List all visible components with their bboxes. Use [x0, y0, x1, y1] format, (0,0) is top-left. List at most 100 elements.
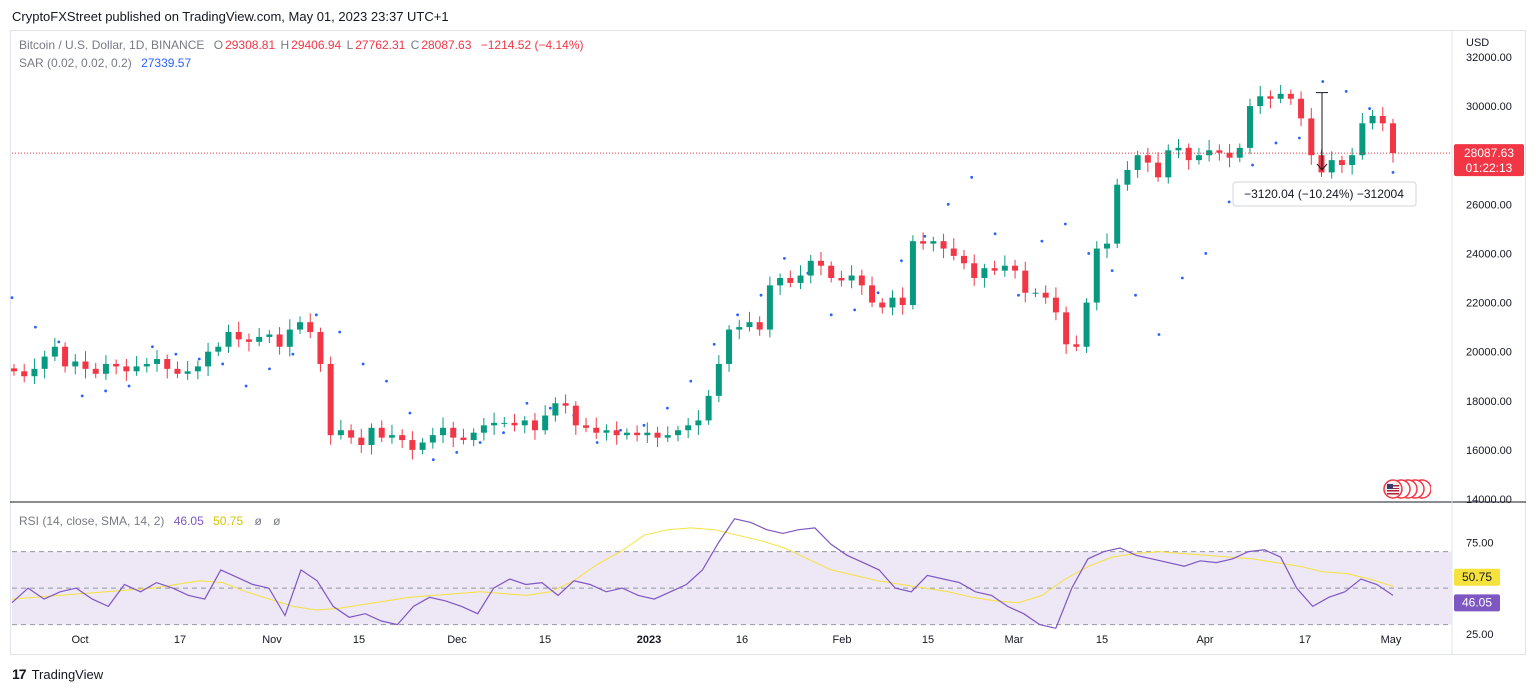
rsi-ma-badge-value: 50.75 [1462, 570, 1492, 584]
sar-dot [1274, 141, 1278, 145]
candle-body [1124, 169, 1131, 185]
price-tick-label: 16000.00 [1466, 445, 1512, 457]
sar-dot [1204, 252, 1208, 255]
candle-body [419, 442, 426, 450]
candle [766, 276, 773, 338]
candle [1338, 155, 1345, 173]
sar-dot [1087, 252, 1091, 255]
candle-body [634, 432, 641, 436]
candle-body [1328, 160, 1335, 173]
candle [1328, 151, 1335, 179]
us-flag-events-icon[interactable] [1381, 478, 1431, 500]
candle-body [1155, 162, 1162, 178]
candle-body [256, 336, 263, 342]
candle-body [164, 359, 171, 369]
rsi-line [11, 518, 1394, 630]
candle-body [899, 297, 906, 306]
candle-body [491, 422, 498, 426]
candle-body [123, 366, 130, 372]
candle [41, 350, 48, 379]
x-tick-label: 15 [1096, 634, 1108, 646]
candle [184, 360, 191, 380]
candle-body [1246, 106, 1253, 148]
rsi-extra-2: ø [273, 514, 281, 528]
sar-dot [1134, 293, 1137, 297]
price-tick-label: 14000.00 [1466, 494, 1512, 506]
candle-body [971, 263, 978, 278]
candle-body [1012, 265, 1019, 271]
bar-countdown: 01:22:13 [1466, 161, 1513, 175]
candle [593, 417, 600, 439]
candle-body [399, 435, 406, 441]
sar-dot [385, 379, 388, 383]
rsi-tick-label: 75.00 [1466, 538, 1494, 550]
rsi-label[interactable]: RSI (14, close, SMA, 14, 2) [19, 514, 165, 528]
change-value: −1214.52 (−4.14%) [480, 38, 584, 52]
price-tick-label: 26000.00 [1466, 199, 1512, 211]
candle [1001, 255, 1008, 277]
candle [991, 260, 998, 276]
sar-dot [408, 411, 412, 415]
candle-body [388, 435, 395, 438]
candle [358, 428, 365, 453]
candle-body [603, 430, 610, 433]
sar-label[interactable]: SAR (0.02, 0.02, 0.2) [19, 56, 132, 70]
sar-dot [853, 308, 857, 312]
candle-body [583, 425, 590, 428]
candle-body [1195, 155, 1202, 161]
sar-dot [1157, 333, 1161, 336]
candle [817, 251, 824, 276]
low-label: L [346, 38, 354, 52]
candle-body [501, 422, 508, 424]
candle-body [797, 275, 804, 283]
candle [72, 354, 79, 375]
symbol-name[interactable]: Bitcoin / U.S. Dollar, 1D, BINANCE [19, 38, 205, 52]
sar-dot [1017, 293, 1020, 297]
low-value: 27762.31 [355, 38, 406, 52]
candle [1114, 178, 1121, 249]
candle [572, 401, 579, 435]
candle-body [1063, 312, 1070, 345]
candle-body [1175, 147, 1182, 151]
candle-body [981, 268, 988, 278]
candle [685, 417, 692, 439]
candle [1267, 90, 1274, 109]
last-price-value: 28087.63 [1464, 146, 1514, 160]
candle-body [674, 430, 681, 436]
x-tick-label: 15 [353, 634, 365, 646]
candle [920, 232, 927, 250]
candle-body [184, 371, 191, 374]
candle-body [1287, 93, 1294, 99]
candle [634, 425, 641, 442]
candle [715, 355, 722, 403]
candle [123, 359, 130, 381]
candle-body [225, 332, 232, 347]
tradingview-logo[interactable]: 17 TradingView [12, 666, 103, 682]
candle-body [235, 332, 242, 340]
candle [838, 270, 845, 287]
publisher-line: CryptoFXStreet published on TradingView.… [12, 9, 449, 24]
brand-name: TradingView [31, 666, 104, 682]
candle [409, 431, 416, 460]
candle [1032, 288, 1039, 298]
candle-body [705, 395, 712, 421]
candle-body [41, 356, 48, 369]
candle-body [1379, 115, 1386, 124]
sar-dot [57, 340, 61, 344]
candle-body [909, 241, 916, 306]
candle-body [1083, 302, 1090, 347]
sar-dot [993, 232, 997, 236]
sar-dot [1344, 89, 1348, 93]
candle [113, 359, 120, 375]
candle [337, 419, 344, 440]
candle [664, 426, 671, 443]
candle-body [869, 285, 876, 303]
candle-body [102, 363, 109, 374]
candle-body [327, 363, 334, 436]
sar-dot [665, 406, 669, 410]
candle [194, 360, 201, 380]
candle-body [511, 422, 518, 426]
candle [143, 358, 150, 373]
candle [450, 421, 457, 448]
